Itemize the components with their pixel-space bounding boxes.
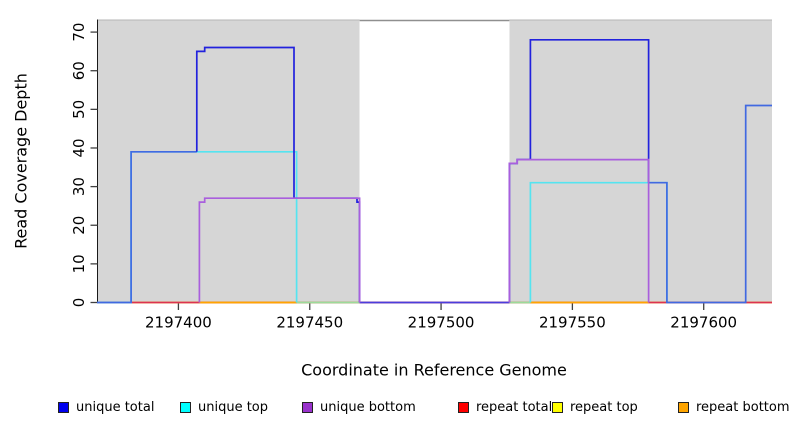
y-tick-label: 40 (70, 138, 88, 157)
series-line-unique-bottom (508, 158, 650, 303)
legend-label-unique-top: unique top (198, 399, 269, 415)
x-tick-label: 2197450 (276, 314, 343, 332)
y-tick-label: 0 (70, 298, 88, 308)
legend: unique total unique top unique bottom repea… (0, 395, 792, 421)
series-line-unique-total (648, 104, 772, 304)
y-axis-title: Read Coverage Depth (11, 73, 31, 249)
legend-item-unique-top: unique top (180, 395, 268, 419)
series-line-unique-total (195, 46, 361, 303)
y-tick-label: 10 (70, 254, 88, 273)
series-line-unique-bottom (198, 197, 361, 303)
legend-label-repeat-total: repeat total (476, 399, 553, 415)
y-tick-label: 60 (70, 61, 88, 80)
legend-swatch-unique-total-icon (58, 401, 69, 413)
legend-swatch-repeat-total-icon (458, 401, 469, 413)
y-tick-label: 50 (70, 100, 88, 119)
x-tick-label: 2197400 (145, 314, 212, 332)
y-tick-label: 70 (70, 23, 88, 42)
shaded-coverage-region (509, 20, 772, 303)
legend-label-unique-total: unique total (76, 399, 155, 415)
legend-item-unique-total: unique total (58, 395, 154, 419)
shaded-coverage-region (97, 20, 360, 303)
x-axis-title: Coordinate in Reference Genome (301, 360, 567, 380)
series-line-unique-total (97, 150, 197, 304)
y-tick-label: 20 (70, 216, 88, 235)
legend-swatch-unique-bottom-icon (302, 401, 313, 413)
legend-swatch-unique-top-icon (180, 401, 191, 413)
legend-label-repeat-top: repeat top (570, 399, 638, 415)
legend-swatch-repeat-top-icon (552, 401, 563, 413)
legend-item-repeat-bottom: repeat bottom (678, 395, 790, 419)
y-tick-label: 30 (70, 177, 88, 196)
legend-label-repeat-bottom: repeat bottom (696, 399, 790, 415)
legend-item-repeat-total: repeat total (458, 395, 552, 419)
x-tick-label: 2197550 (539, 314, 606, 332)
legend-label-unique-bottom: unique bottom (320, 399, 416, 415)
x-tick-label: 2197500 (408, 314, 475, 332)
x-tick-label: 2197600 (670, 314, 737, 332)
legend-item-repeat-top: repeat top (552, 395, 638, 419)
legend-item-unique-bottom: unique bottom (302, 395, 416, 419)
legend-swatch-repeat-bottom-icon (678, 401, 689, 413)
